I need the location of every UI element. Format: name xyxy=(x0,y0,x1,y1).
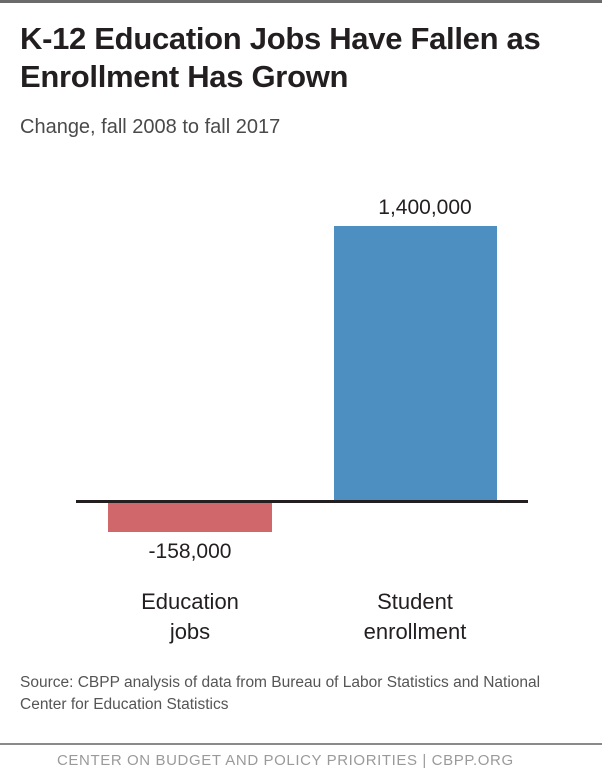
bar-student-enrollment xyxy=(334,226,497,501)
source-note: Source: CBPP analysis of data from Burea… xyxy=(20,674,541,713)
category-label-line2: jobs xyxy=(169,619,211,644)
value-label-education-jobs: -158,000 xyxy=(148,540,232,563)
top-border xyxy=(0,0,602,3)
category-label-education-jobs: Education jobs xyxy=(90,587,290,647)
category-label-line1: Education xyxy=(141,589,239,614)
footer-divider xyxy=(0,743,602,745)
category-label-line2: enrollment xyxy=(363,619,467,644)
chart-subtitle: Change, fall 2008 to fall 2017 xyxy=(20,116,281,138)
chart-title: K-12 Education Jobs Have Fallen as Enrol… xyxy=(20,21,541,94)
bar-education-jobs xyxy=(108,502,272,532)
category-label-line1: Student xyxy=(377,589,453,614)
zero-axis-line xyxy=(76,500,528,503)
value-label-student-enrollment: 1,400,000 xyxy=(378,196,472,219)
footer-credit: CENTER ON BUDGET AND POLICY PRIORITIES |… xyxy=(57,752,514,769)
category-label-student-enrollment: Student enrollment xyxy=(315,587,515,647)
